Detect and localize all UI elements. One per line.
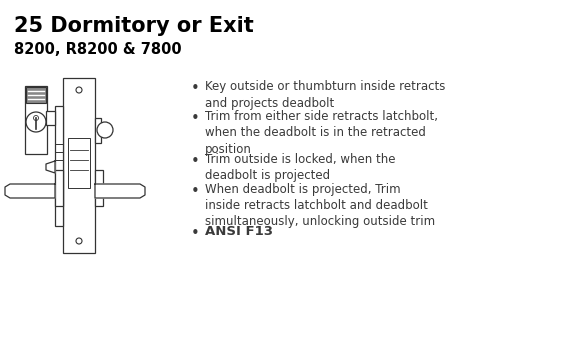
Bar [95,118,101,143]
Polygon shape [46,161,55,173]
Circle shape [76,238,82,244]
Bar [63,78,95,253]
Text: •: • [191,111,200,126]
Text: Trim outside is locked, when the
deadbolt is projected: Trim outside is locked, when the deadbol… [205,152,395,182]
Text: Key outside or thumbturn inside retracts
and projects deadbolt: Key outside or thumbturn inside retracts… [205,80,446,109]
Text: •: • [191,153,200,169]
Bar [25,86,47,154]
Bar [55,170,63,206]
Text: •: • [191,226,200,241]
Bar [55,106,63,226]
Bar [68,138,90,188]
Circle shape [97,122,113,138]
Circle shape [76,87,82,93]
Text: ANSI F13: ANSI F13 [205,225,273,238]
Bar [26,87,46,103]
Bar [46,111,55,125]
Polygon shape [95,184,145,198]
Circle shape [26,112,46,132]
Text: 8200, R8200 & 7800: 8200, R8200 & 7800 [14,42,182,57]
Circle shape [34,116,38,121]
Polygon shape [5,184,55,198]
Text: When deadbolt is projected, Trim
inside retracts latchbolt and deadbolt
simultan: When deadbolt is projected, Trim inside … [205,183,435,229]
Text: •: • [191,81,200,96]
Text: •: • [191,183,200,199]
Text: 25 Dormitory or Exit: 25 Dormitory or Exit [14,16,254,36]
Text: Trim from either side retracts latchbolt,
when the deadbolt is in the retracted
: Trim from either side retracts latchbolt… [205,110,438,156]
Bar [95,170,103,206]
